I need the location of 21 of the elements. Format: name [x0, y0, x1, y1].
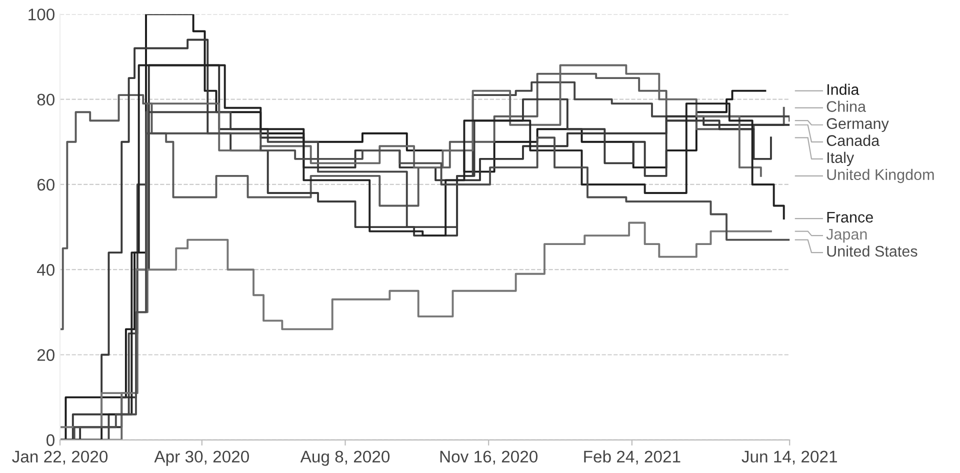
text: France: [827, 212, 873, 223]
x-tick-label: Nov 16, 2020: [440, 450, 538, 465]
text: Germany: [826, 118, 889, 132]
y-tick-label: 100: [28, 8, 54, 20]
text: United States: [827, 245, 918, 257]
text: Japan: [826, 228, 867, 243]
x-tick-label: Aug 8, 2020: [300, 450, 390, 466]
x-tick-label: Feb 24, 2021: [584, 450, 680, 465]
y-tick-label: 20: [37, 349, 54, 361]
text: China: [826, 100, 866, 112]
x-tick-label: Apr 30, 2020: [154, 450, 249, 466]
y-tick-label: 40: [36, 264, 54, 276]
text: Canada: [826, 134, 880, 146]
y-tick-label: 0: [46, 434, 54, 446]
text: India: [827, 84, 860, 95]
x-tick-label: Jan 22, 2020: [12, 450, 108, 465]
y-tick-label: 80: [37, 94, 54, 106]
x-tick-label: Jun 14, 2021: [742, 450, 837, 465]
y-tick-label: 60: [37, 178, 54, 191]
text: United Kingdom: [827, 168, 934, 184]
text: Italy: [827, 152, 854, 166]
